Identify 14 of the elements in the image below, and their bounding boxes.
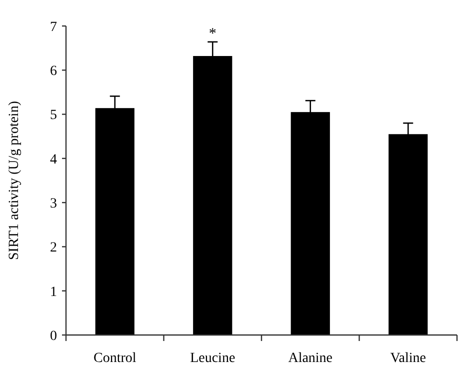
annotation: *: [208, 26, 216, 42]
y-axis-title: SIRT1 activity (U/g protein): [7, 100, 22, 260]
x-tick-label: Leucine: [190, 351, 236, 366]
y-tick-label: 4: [50, 152, 57, 168]
y-tick-label: 0: [50, 328, 57, 344]
y-tick-label: 7: [50, 20, 57, 35]
y-tick-label: 1: [50, 284, 57, 300]
x-tick-label: Alanine: [288, 351, 333, 366]
y-tick-label: 2: [50, 240, 57, 256]
x-tick-label: Control: [93, 351, 136, 366]
y-tick-label: 6: [50, 64, 57, 80]
y-tick-label: 5: [50, 108, 57, 124]
y-tick-label: 3: [50, 196, 57, 212]
x-tick-label: Valine: [390, 351, 426, 366]
